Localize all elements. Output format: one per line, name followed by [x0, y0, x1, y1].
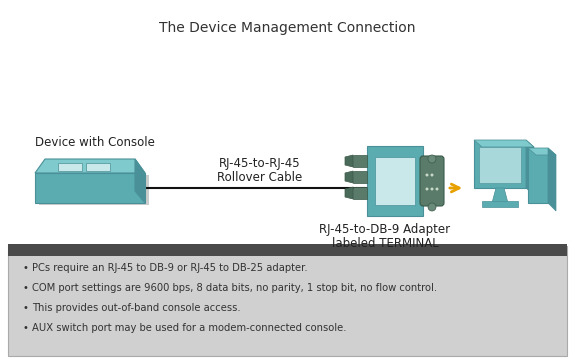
Text: This provides out-of-band console access.: This provides out-of-band console access…	[32, 303, 240, 313]
Circle shape	[428, 155, 436, 163]
Circle shape	[428, 203, 436, 211]
Polygon shape	[135, 159, 145, 203]
FancyBboxPatch shape	[367, 146, 423, 216]
Polygon shape	[353, 171, 367, 183]
Polygon shape	[526, 140, 534, 195]
Polygon shape	[353, 155, 367, 167]
FancyBboxPatch shape	[58, 163, 82, 171]
Text: Device with Console: Device with Console	[35, 136, 155, 149]
Circle shape	[426, 174, 428, 177]
Polygon shape	[548, 148, 556, 211]
Polygon shape	[345, 171, 353, 183]
Text: Rollover Cable: Rollover Cable	[217, 171, 302, 184]
Circle shape	[435, 187, 439, 191]
Polygon shape	[492, 188, 508, 203]
FancyBboxPatch shape	[8, 246, 567, 356]
FancyBboxPatch shape	[35, 173, 145, 203]
Polygon shape	[39, 175, 149, 205]
Text: AUX switch port may be used for a modem-connected console.: AUX switch port may be used for a modem-…	[32, 323, 347, 333]
Polygon shape	[35, 159, 145, 173]
Text: labeled TERMINAL: labeled TERMINAL	[332, 237, 438, 250]
FancyBboxPatch shape	[375, 157, 415, 205]
Text: •: •	[22, 263, 28, 273]
FancyBboxPatch shape	[474, 140, 526, 188]
Polygon shape	[474, 140, 534, 147]
Circle shape	[431, 187, 434, 191]
Text: The Device Management Connection: The Device Management Connection	[159, 21, 415, 35]
FancyBboxPatch shape	[420, 156, 444, 206]
Polygon shape	[345, 155, 353, 167]
Text: COM port settings are 9600 bps, 8 data bits, no parity, 1 stop bit, no flow cont: COM port settings are 9600 bps, 8 data b…	[32, 283, 437, 293]
Polygon shape	[353, 187, 367, 199]
FancyBboxPatch shape	[528, 148, 548, 203]
FancyBboxPatch shape	[479, 147, 521, 183]
Text: •: •	[22, 323, 28, 333]
Circle shape	[431, 174, 434, 177]
Polygon shape	[345, 187, 353, 199]
FancyBboxPatch shape	[8, 244, 567, 256]
Text: PCs require an RJ-45 to DB-9 or RJ-45 to DB-25 adapter.: PCs require an RJ-45 to DB-9 or RJ-45 to…	[32, 263, 308, 273]
Circle shape	[426, 187, 428, 191]
FancyBboxPatch shape	[482, 201, 518, 207]
Text: RJ-45-to-DB-9 Adapter: RJ-45-to-DB-9 Adapter	[320, 223, 451, 236]
Text: RJ-45-to-RJ-45: RJ-45-to-RJ-45	[219, 157, 301, 170]
Polygon shape	[528, 148, 556, 155]
FancyBboxPatch shape	[86, 163, 110, 171]
Text: •: •	[22, 283, 28, 293]
Text: •: •	[22, 303, 28, 313]
